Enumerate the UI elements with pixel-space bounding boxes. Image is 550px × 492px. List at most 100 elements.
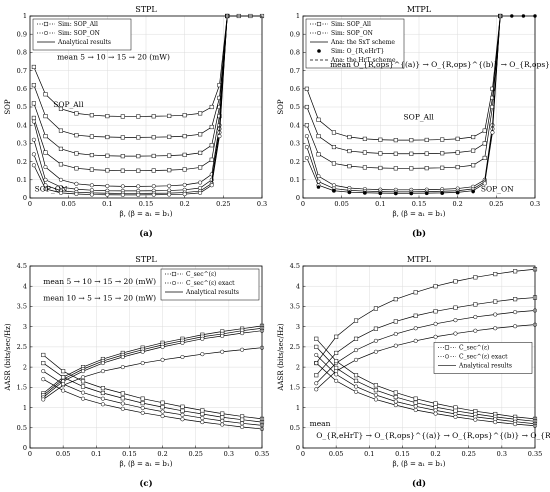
data-point-square [58,106,63,111]
y-tick-label: 0.8 [290,49,300,57]
series-6 [314,344,538,424]
data-point-square [105,134,110,140]
data-point-circle [393,403,398,408]
series-4 [41,345,265,402]
data-point-circle [482,181,487,186]
data-point-square [100,386,105,391]
y-tick-label: 4 [296,282,300,290]
y-tick-label: 3 [23,323,27,331]
x-tick-label: 0.15 [412,200,426,208]
y-tick-label: 2 [23,363,27,371]
data-point-square [493,272,498,277]
data-point-circle [105,192,110,197]
data-point-square [453,279,458,284]
data-point-circle [353,357,359,362]
legend-box [433,342,533,374]
data-point-square [453,305,458,310]
data-point-circle [41,369,46,374]
panel-title: STPL [135,255,157,264]
data-point-circle [151,184,156,189]
x-tick-label: 0.3 [224,450,234,458]
series-8 [41,377,265,432]
series-line [316,354,536,425]
panel-label: (b) [412,228,426,239]
data-point-square [455,150,460,155]
data-point-square [334,334,339,339]
data-point-square [331,130,336,135]
data-point-circle [240,424,245,430]
data-point-circle [453,331,458,336]
panel-label: (d) [412,478,426,489]
data-point-square [393,390,398,395]
series-line [43,370,263,426]
y-tick-label: 1 [296,404,300,412]
data-point-circle [61,388,66,393]
data-point-square [304,104,309,110]
data-point-circle [160,344,165,349]
data-point-square [180,404,185,409]
data-point-square [362,150,367,155]
data-point-square [120,114,125,119]
y-tick-label: 0.9 [17,30,27,38]
x-tick-label: 0.15 [395,450,409,458]
data-point-circle [120,406,125,411]
data-point-square [482,141,487,146]
data-point-circle [200,420,205,425]
data-point-circle [353,389,359,394]
data-point-square [100,390,105,396]
data-point-star [409,191,413,196]
data-point-circle [80,396,86,401]
data-point-square [373,306,378,311]
axes-frame [29,15,263,199]
x-tick-label: 0.25 [216,200,230,208]
legend-marker-star [317,49,321,53]
annotation: mean 5 → 10 → 15 → 20 (mW) [57,53,170,62]
data-point-circle [373,349,378,354]
data-point-circle [493,312,498,317]
y-tick-label: 0.5 [290,103,300,111]
data-point-circle [58,190,63,195]
legend-box [32,18,132,51]
data-point-circle [373,338,378,343]
data-point-circle [80,369,86,374]
legend-marker-circle [444,354,450,359]
series-6 [41,361,265,425]
panel-label: (a) [139,228,153,239]
data-point-circle [120,401,125,406]
data-point-star [425,191,429,195]
x-axis-label: β, (β = a₁ = b₁) [393,210,446,218]
data-point-circle [182,192,187,197]
data-point-circle [513,324,518,329]
data-point-square [160,400,165,405]
y-tick-label: 0.2 [17,158,27,166]
data-point-square [200,411,205,417]
data-point-circle [100,369,105,374]
legend-label: Analytical results [57,39,111,46]
x-tick-label: 0 [28,450,32,458]
data-point-square [41,352,46,358]
data-point-square [140,401,145,406]
series-line [315,338,536,420]
legend-label: Sim: SOP_ON [331,30,373,37]
data-point-square [409,151,414,156]
y-tick-label: 0.7 [290,67,300,75]
data-point-circle [513,310,518,315]
data-point-circle [167,192,172,197]
data-point-circle [31,119,36,124]
data-point-square [393,394,398,400]
y-tick-label: 0.6 [290,85,300,93]
data-point-square [120,135,125,140]
data-point-circle [120,365,125,370]
series-3 [31,13,230,159]
data-point-square [373,326,378,331]
data-point-circle [160,357,165,362]
data-point-square [105,168,110,173]
data-point-square [424,137,429,142]
x-tick-label: 0.25 [489,200,503,208]
data-point-circle [167,183,172,188]
legend-item: C_sec^(ε) [438,344,489,351]
data-point-square [440,137,445,142]
data-point-circle [473,328,478,333]
data-point-square [182,152,187,157]
